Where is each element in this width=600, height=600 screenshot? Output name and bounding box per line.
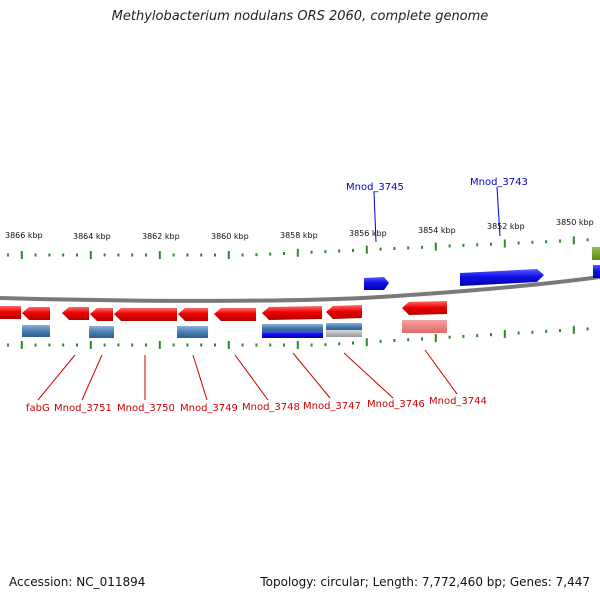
leader-mnod-3743	[496, 186, 501, 237]
gene-mnod-3747[interactable]	[262, 306, 322, 320]
upper-scale-track	[7, 236, 589, 259]
gene-mnod-3746[interactable]	[326, 305, 362, 319]
feature-mnod-3746-steel[interactable]	[326, 323, 362, 330]
label-mnod-3746[interactable]: Mnod_3746	[367, 399, 425, 410]
gene-mnod-3748[interactable]	[214, 308, 256, 321]
gene-forward-partial[interactable]	[593, 265, 600, 278]
label-mnod-3745[interactable]: Mnod_3745	[346, 182, 404, 193]
leader-mnod-3749	[192, 354, 208, 401]
feature-fabg-steel[interactable]	[22, 325, 50, 337]
leader-fabg	[37, 354, 76, 401]
label-mnod-3744[interactable]: Mnod_3744	[429, 396, 487, 407]
leader-mnod-3747	[292, 352, 331, 399]
feature-mnod-3749-steel[interactable]	[177, 326, 208, 338]
gene-mnod-3751[interactable]	[62, 307, 89, 320]
tick-label-3852: 3852 kbp	[487, 222, 525, 231]
leader-mnod-3744	[424, 349, 458, 395]
gene-partial-left[interactable]	[0, 306, 21, 319]
leader-mnod-3751	[81, 354, 103, 401]
feature-mnod-3751-steel[interactable]	[89, 326, 114, 338]
gene-fabg[interactable]	[22, 307, 50, 320]
genome-backbone	[0, 275, 600, 303]
tick-label-3864: 3864 kbp	[73, 232, 111, 241]
reverse-strand-genes	[0, 301, 447, 338]
gene-olive-partial[interactable]	[592, 247, 600, 260]
leader-mnod-3748	[234, 354, 269, 401]
forward-strand-genes	[364, 247, 600, 290]
label-mnod-3743[interactable]: Mnod_3743	[470, 177, 528, 188]
feature-mnod-3744-pale[interactable]	[402, 320, 447, 333]
label-mnod-3748[interactable]: Mnod_3748	[242, 402, 300, 413]
gene-labels: Mnod_3745 Mnod_3743 fabG Mnod_3751 Mnod_…	[26, 177, 528, 414]
gene-mnod-3745[interactable]	[364, 277, 389, 290]
tick-label-3856: 3856 kbp	[349, 229, 387, 238]
gene-mnod-3750[interactable]	[114, 308, 177, 321]
feature-mnod-3747-steel[interactable]	[262, 324, 323, 331]
scale-tick-labels: 3866 kbp 3864 kbp 3862 kbp 3860 kbp 3858…	[5, 218, 594, 241]
gene-mnod-3743[interactable]	[460, 269, 544, 286]
lower-scale-track	[7, 325, 589, 349]
leader-mnod-3746	[343, 352, 394, 399]
leader-mnod-3745	[373, 191, 377, 243]
topology-text: Topology: circular; Length: 7,772,460 bp…	[260, 575, 590, 589]
label-mnod-3750[interactable]: Mnod_3750	[117, 403, 175, 414]
feature-mnod-3747-blue[interactable]	[262, 331, 323, 338]
label-mnod-3751[interactable]: Mnod_3751	[54, 403, 112, 414]
gene-mnod-3749[interactable]	[178, 308, 208, 321]
tick-label-3860: 3860 kbp	[211, 232, 249, 241]
tick-label-3866: 3866 kbp	[5, 231, 43, 240]
tick-label-3850: 3850 kbp	[556, 218, 594, 227]
accession-text: Accession: NC_011894	[9, 575, 146, 589]
map-title: Methylobacterium nodulans ORS 2060, comp…	[111, 9, 489, 24]
label-mnod-3747[interactable]: Mnod_3747	[303, 401, 361, 412]
feature-mnod-3746-grey[interactable]	[326, 330, 362, 337]
label-mnod-3749[interactable]: Mnod_3749	[180, 403, 238, 414]
tick-label-3862: 3862 kbp	[142, 232, 180, 241]
tick-label-3854: 3854 kbp	[418, 226, 456, 235]
label-leader-lines	[37, 186, 501, 401]
label-fabg[interactable]: fabG	[26, 403, 50, 414]
gene-mnod-3744[interactable]	[402, 301, 447, 315]
tick-label-3858: 3858 kbp	[280, 231, 318, 240]
gene-mnod-3750-a[interactable]	[90, 308, 113, 321]
